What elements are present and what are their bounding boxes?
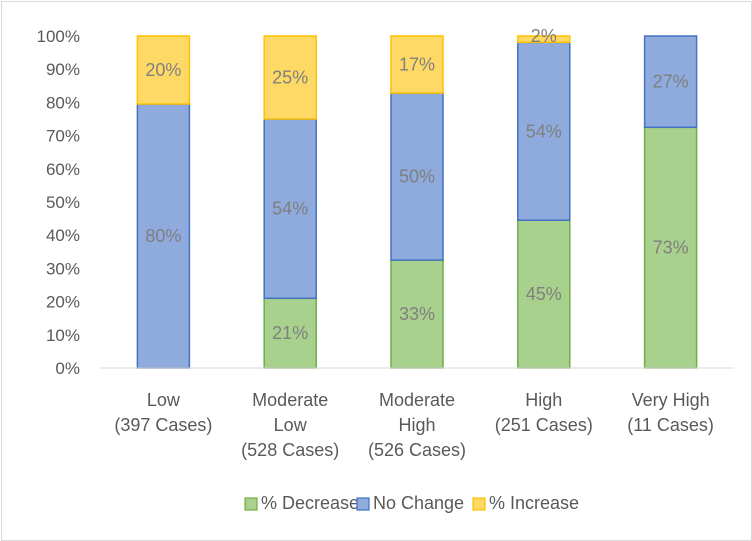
- legend-swatch: [356, 497, 370, 511]
- x-category-label: High: [525, 390, 562, 410]
- y-tick-label: 50%: [46, 193, 80, 212]
- data-label: 54%: [272, 199, 308, 219]
- y-tick-label: 80%: [46, 93, 80, 112]
- x-category-label: Moderate: [252, 390, 328, 410]
- bar-segment-increase: [390, 35, 444, 94]
- legend-label: % Increase: [489, 493, 579, 513]
- bar-segment-decrease: [517, 219, 571, 369]
- x-category-label: Moderate: [379, 390, 455, 410]
- x-category-label: Low: [147, 390, 181, 410]
- x-category-label: (526 Cases): [368, 440, 466, 460]
- data-label: 20%: [145, 60, 181, 80]
- x-category-label: (251 Cases): [495, 415, 593, 435]
- legend-label: % Decrease: [261, 493, 359, 513]
- x-category-label: (11 Cases): [627, 415, 714, 435]
- bar-segment-no-change: [390, 92, 444, 261]
- legend-swatch: [244, 497, 258, 511]
- data-label: 73%: [653, 238, 689, 258]
- data-label: 25%: [272, 68, 308, 88]
- x-category-label: Very High: [632, 390, 710, 410]
- y-tick-label: 10%: [46, 326, 80, 345]
- bar-segment-no-change: [517, 41, 571, 222]
- data-label: 27%: [653, 72, 689, 92]
- legend-swatch: [472, 497, 486, 511]
- bar-segment-increase: [263, 35, 317, 120]
- data-label: 54%: [526, 121, 562, 141]
- data-label: 17%: [399, 55, 435, 75]
- bar-segment-increase: [517, 35, 571, 44]
- y-tick-label: 60%: [46, 160, 80, 179]
- data-label: 50%: [399, 167, 435, 187]
- legend-label: No Change: [373, 493, 464, 513]
- y-tick-label: 100%: [37, 27, 80, 46]
- y-tick-label: 40%: [46, 226, 80, 245]
- data-label: 21%: [272, 323, 308, 343]
- data-label: 80%: [145, 226, 181, 246]
- data-label: 45%: [526, 284, 562, 304]
- bar-segment-no-change: [643, 35, 698, 129]
- x-category-label: High: [398, 415, 435, 435]
- y-tick-label: 90%: [46, 60, 80, 79]
- data-label: 2%: [531, 26, 557, 46]
- x-category-label: (528 Cases): [241, 440, 339, 460]
- y-tick-label: 20%: [46, 293, 80, 312]
- bar-segment-decrease: [390, 259, 444, 369]
- data-label: 33%: [399, 304, 435, 324]
- y-tick-label: 0%: [55, 359, 80, 378]
- x-category-label: (397 Cases): [114, 415, 212, 435]
- y-tick-label: 70%: [46, 127, 80, 146]
- bar-segment-increase: [136, 35, 191, 105]
- x-category-label: Low: [274, 415, 308, 435]
- y-tick-label: 30%: [46, 259, 80, 278]
- bar-segment-no-change: [263, 118, 317, 300]
